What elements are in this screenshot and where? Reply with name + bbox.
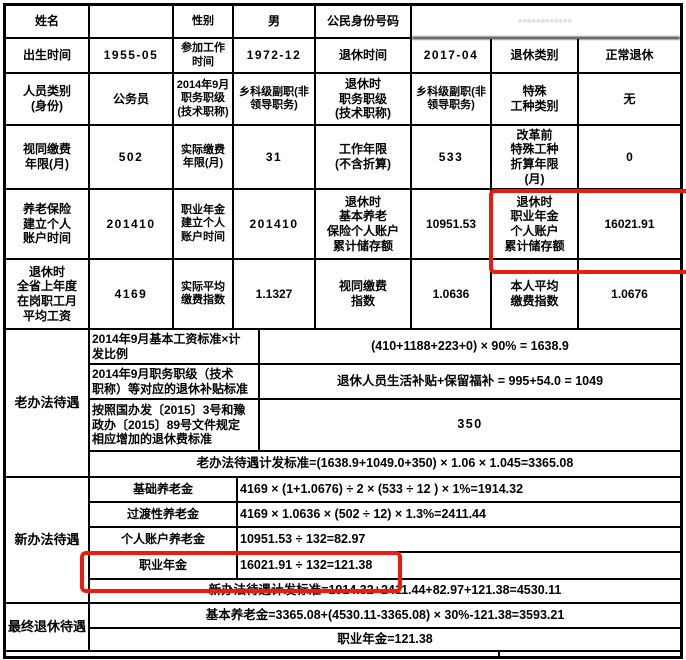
deemed-months-label: 视同缴费 年限(月) [6,126,90,190]
deemed-index-value: 1.0636 [412,260,492,330]
pension-account-start-value: 201410 [90,190,174,260]
birth-date-label: 出生时间 [6,39,90,74]
retire-date-value: 2017-04 [412,39,492,74]
base-wage-standard-label: 2014年9月基本工资标准×计 发比例 [90,330,260,365]
basic-pension-formula: 4169 × (1+1.0676) ÷ 2 × (533 ÷ 12 ) × 1%… [238,478,680,503]
pension-account-start-label: 养老保险 建立个人 账户时间 [6,190,90,260]
person-category-value: 公务员 [90,74,174,126]
actual-index-value: 1.1327 [234,260,316,330]
rank-2014-label: 2014年9月 职务职级 (技术职称) [174,74,234,126]
personal-index-value: 1.0676 [579,260,680,330]
retire-type-label: 退休类别 [492,39,579,74]
annuity-balance-label: 退休时 职业年金 个人账户 累计储存额 [492,190,579,260]
avg-wage-value: 4169 [90,260,174,330]
actual-months-label: 实际缴费 年限(月) [174,126,234,190]
document-increase-value: 350 [260,400,680,452]
gender-label: 性别 [174,6,234,39]
final-benefit-header: 最终退休待遇 [6,604,90,652]
old-method-section: 老办法待遇 2014年9月基本工资标准×计 发比例 (410+1188+223+… [6,330,680,478]
name-label: 姓名 [6,6,90,39]
basic-pension-label: 基础养老金 [90,478,238,503]
pension-balance-label: 退休时 基本养老 保险个人账户 累计储存额 [316,190,412,260]
old-method-total: 老办法待遇计发标准=(1638.9+1049.0+350) × 1.06 × 1… [90,452,680,478]
actual-index-label: 实际平均 缴费指数 [174,260,234,330]
final-benefit-section: 最终退休待遇 基本养老金=3365.08+(4530.11-3365.08) ×… [6,604,680,652]
avg-wage-label: 退休时 全省上年度 在岗职工月 平均工资 [6,260,90,330]
occupational-annuity-label: 职业年金 [90,553,238,580]
basic-info-section: 姓名 性别 男 公民身份号码 ············ 出生时间 1955-05… [6,6,680,330]
actual-months-value: 31 [234,126,316,190]
deemed-months-value: 502 [90,126,174,190]
special-work-type-value: 无 [579,74,680,126]
bottom-partial-row [6,652,680,656]
partial-cell-right [500,652,680,656]
transitional-pension-formula: 4169 × 1.0636 × (502 ÷ 12) × 1.3%=2411.4… [238,503,680,528]
final-annuity-formula: 职业年金=121.38 [90,629,680,652]
pension-balance-value: 10951.53 [412,190,492,260]
annuity-balance-value: 16021.91 [579,190,680,260]
subsidy-standard-label: 2014年9月职务职级（技术 职称）等对应的退休补贴标准 [90,365,260,400]
pension-calculation-form: 姓名 性别 男 公民身份号码 ············ 出生时间 1955-05… [3,3,686,659]
retire-date-label: 退休时间 [316,39,412,74]
citizen-id-label: 公民身份号码 [316,6,412,39]
subsidy-standard-formula: 退休人员生活补贴+保留福补 = 995+54.0 = 1049 [260,365,680,400]
annuity-account-start-label: 职业年金 建立个人 账户时间 [174,190,234,260]
new-method-total: 新办法待遇计发标准=1914.32+2411.44+82.97+121.38=4… [90,580,680,604]
new-method-section: 新办法待遇 基础养老金 4169 × (1+1.0676) ÷ 2 × (533… [6,478,680,604]
gender-value: 男 [234,6,316,39]
base-wage-standard-formula: (410+1188+223+0) × 90% = 1638.9 [260,330,680,365]
rank-retire-label: 退休时 职务职级 (技术职称) [316,74,412,126]
work-start-label: 参加工作 时间 [174,39,234,74]
final-basic-pension-formula: 基本养老金=3365.08+(4530.11-3365.08) × 30%-12… [90,604,680,629]
converted-months-value: 0 [579,126,680,190]
document-increase-label: 按照国办发〔2015〕3号和豫 政办〔2015〕89号文件规定 相应增加的退休费… [90,400,260,452]
work-years-label: 工作年限 (不含折算) [316,126,412,190]
old-method-header: 老办法待遇 [6,330,90,478]
retire-type-value: 正常退休 [579,39,680,74]
deemed-index-label: 视同缴费 指数 [316,260,412,330]
occupational-annuity-formula: 16021.91 ÷ 132=121.38 [238,553,680,580]
personal-account-pension-formula: 10951.53 ÷ 132=82.97 [238,528,680,553]
new-method-header: 新办法待遇 [6,478,90,604]
name-value [90,6,174,39]
partial-cell-left [6,652,500,656]
citizen-id-value: ············ [412,6,680,39]
rank-retire-value: 乡科级副职(非 领导职务) [412,74,492,126]
personal-index-label: 本人平均 缴费指数 [492,260,579,330]
transitional-pension-label: 过渡性养老金 [90,503,238,528]
converted-months-label: 改革前 特殊工种 折算年限 (月) [492,126,579,190]
work-start-value: 1972-12 [234,39,316,74]
birth-date-value: 1955-05 [90,39,174,74]
special-work-type-label: 特殊 工种类别 [492,74,579,126]
annuity-account-start-value: 201410 [234,190,316,260]
person-category-label: 人员类别 (身份) [6,74,90,126]
rank-2014-value: 乡科级副职(非 领导职务) [234,74,316,126]
work-years-value: 533 [412,126,492,190]
personal-account-pension-label: 个人账户养老金 [90,528,238,553]
